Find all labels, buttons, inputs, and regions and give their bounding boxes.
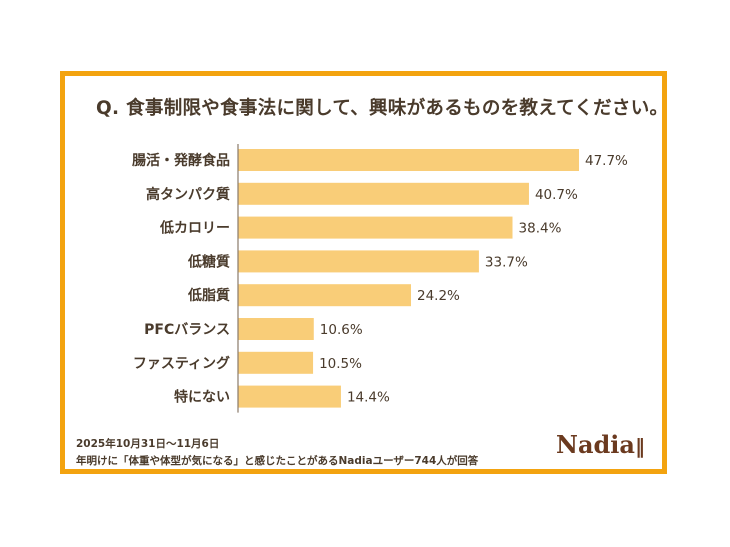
value-label: 10.6% [320, 322, 363, 338]
category-label: ファスティング [133, 355, 230, 372]
category-label: 低カロリー [159, 220, 230, 237]
bar [238, 385, 341, 408]
bar [238, 216, 513, 239]
value-label: 33.7% [485, 254, 528, 270]
value-label: 40.7% [535, 187, 578, 203]
category-label: 低脂質 [187, 287, 230, 304]
value-label: 24.2% [417, 288, 460, 304]
bar [238, 284, 412, 307]
survey-note: 年明けに「体重や体型が気になる」と感じたことがあるNadiaユーザー744人が回… [76, 455, 479, 467]
category-label: 高タンパク質 [146, 186, 230, 203]
value-label: 14.4% [347, 390, 390, 406]
bar [238, 351, 314, 374]
nadia-logo: Nadia‖ [556, 430, 645, 459]
category-label: 特にない [174, 389, 230, 406]
value-label: 47.7% [585, 153, 628, 169]
chart-title: Q. 食事制限や食事法に関して、興味があるものを教えてください。 [96, 98, 669, 119]
category-label: PFCバランス [144, 322, 230, 338]
bar [238, 250, 479, 273]
bar [238, 182, 529, 205]
bar [238, 318, 314, 340]
survey-date: 2025年10月31日〜11月6日 [76, 438, 220, 450]
value-label: 10.5% [319, 356, 362, 372]
chart-frame [60, 71, 667, 474]
category-label: 低糖質 [187, 253, 230, 270]
category-label: 腸活・発酵食品 [132, 152, 230, 169]
value-label: 38.4% [519, 221, 562, 237]
bar [238, 149, 579, 171]
